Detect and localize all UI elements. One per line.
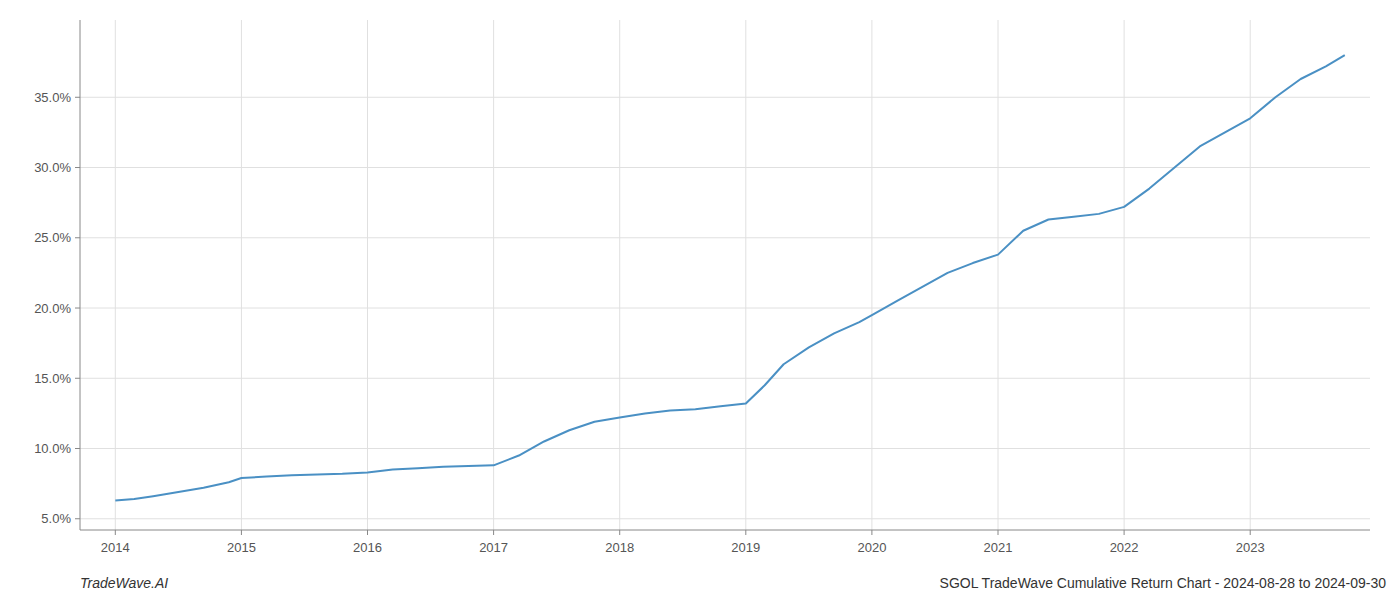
x-tick xyxy=(871,530,872,535)
x-tick xyxy=(493,530,494,535)
x-tick-label: 2014 xyxy=(101,540,130,555)
grid xyxy=(80,20,1370,530)
y-tick-label: 25.0% xyxy=(34,230,71,245)
x-tick-label: 2015 xyxy=(227,540,256,555)
plot-area xyxy=(115,55,1344,500)
x-tick xyxy=(241,530,242,535)
grid-line-x xyxy=(367,20,368,530)
x-tick xyxy=(1124,530,1125,535)
title: SGOL TradeWave Cumulative Return Chart -… xyxy=(940,575,1387,591)
y-tick-label: 10.0% xyxy=(34,441,71,456)
y-tick xyxy=(75,378,80,379)
y-tick-label: 35.0% xyxy=(34,90,71,105)
grid-line-x xyxy=(115,20,116,530)
y-tick xyxy=(75,518,80,519)
grid-line-y xyxy=(80,378,1370,379)
grid-line-x xyxy=(871,20,872,530)
x-tick-label: 2021 xyxy=(984,540,1013,555)
grid-line-y xyxy=(80,448,1370,449)
x-tick xyxy=(115,530,116,535)
y-tick xyxy=(75,448,80,449)
x-tick-label: 2023 xyxy=(1236,540,1265,555)
x-tick-label: 2017 xyxy=(479,540,508,555)
y-tick-label: 30.0% xyxy=(34,160,71,175)
grid-line-x xyxy=(619,20,620,530)
line xyxy=(115,55,1344,500)
grid-line-x xyxy=(1250,20,1251,530)
grid-line-x xyxy=(1124,20,1125,530)
x-tick xyxy=(745,530,746,535)
x-tick-label: 2019 xyxy=(731,540,760,555)
x-tick-label: 2016 xyxy=(353,540,382,555)
y-tick-label: 5.0% xyxy=(41,511,71,526)
chart: 2014 2015 2016 2017 2018 2019 2020 2021 2022 2023… xyxy=(0,0,1400,600)
x-tick xyxy=(619,530,620,535)
grid-line-x xyxy=(745,20,746,530)
y-tick xyxy=(75,237,80,238)
x-tick-label: 2018 xyxy=(605,540,634,555)
grid-line-y xyxy=(80,97,1370,98)
grid-line-y xyxy=(80,518,1370,519)
grid-line-y xyxy=(80,308,1370,309)
y-tick xyxy=(75,167,80,168)
grid-line-x xyxy=(998,20,999,530)
y-tick xyxy=(75,97,80,98)
x-tick xyxy=(998,530,999,535)
y-axis-line xyxy=(80,20,81,530)
x-tick-label: 2020 xyxy=(857,540,886,555)
grid-line-x xyxy=(241,20,242,530)
x-tick xyxy=(367,530,368,535)
y-tick-label: 15.0% xyxy=(34,371,71,386)
x-tick xyxy=(1250,530,1251,535)
x-axis-line xyxy=(80,530,1370,531)
grid-line-y xyxy=(80,237,1370,238)
watermark: TradeWave.AI xyxy=(80,575,168,591)
x-tick-label: 2022 xyxy=(1110,540,1139,555)
grid-line-x xyxy=(493,20,494,530)
y-tick xyxy=(75,308,80,309)
y-tick-label: 20.0% xyxy=(34,301,71,316)
